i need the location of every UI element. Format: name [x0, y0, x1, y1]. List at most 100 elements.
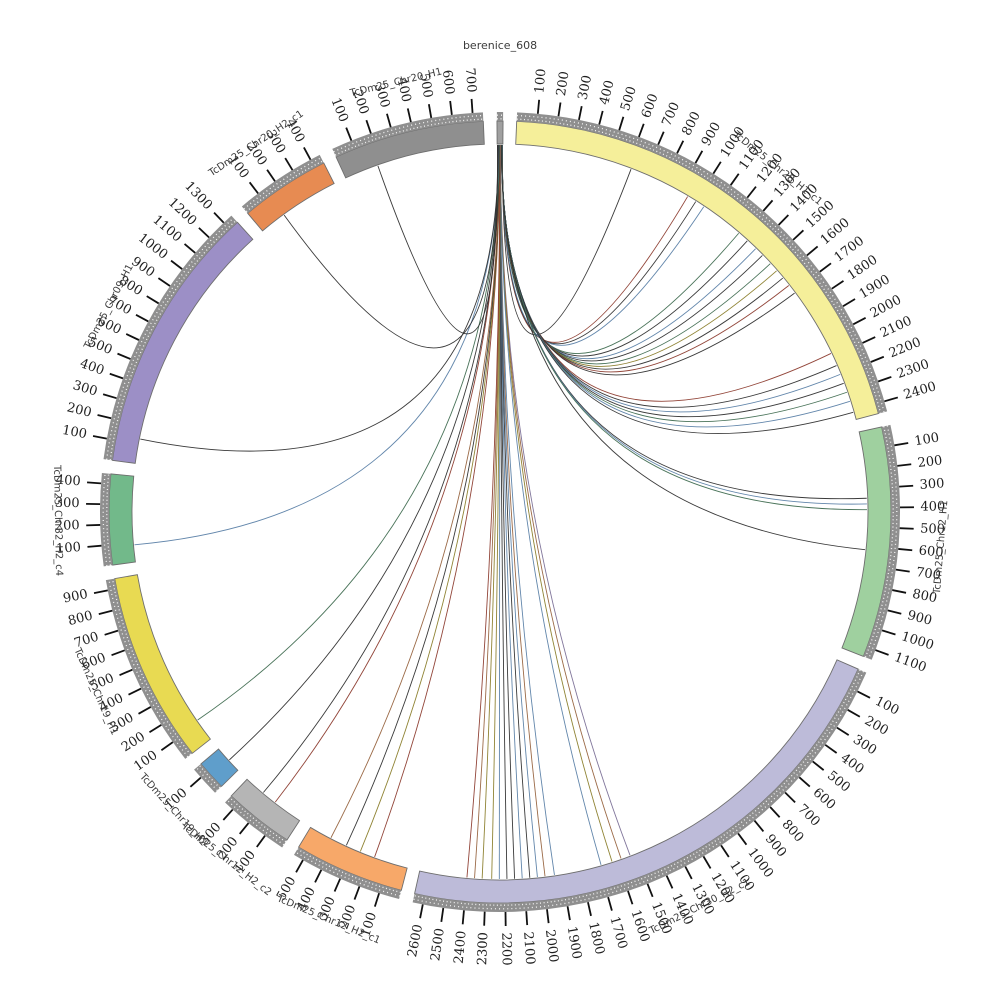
- tick: [702, 855, 712, 869]
- segment-arc: [515, 120, 879, 420]
- tick-band-stipple: [106, 473, 112, 566]
- tick: [266, 169, 276, 182]
- tick: [777, 214, 790, 226]
- tick-label: 500: [920, 522, 945, 538]
- tick: [198, 227, 210, 239]
- tick: [819, 262, 832, 273]
- tick-label: 200: [554, 70, 572, 97]
- tick: [798, 776, 811, 788]
- link: [140, 144, 499, 452]
- tick: [824, 744, 838, 754]
- tick-band-stipple: [516, 118, 882, 414]
- tick-label: 2100: [878, 314, 914, 342]
- tick: [806, 245, 819, 257]
- tick: [256, 835, 266, 848]
- tick: [627, 890, 634, 905]
- tick-label: 400: [597, 79, 618, 107]
- tick: [665, 875, 674, 889]
- tick: [461, 910, 465, 925]
- tick-label: 100: [358, 911, 380, 939]
- tick: [111, 649, 125, 657]
- tick: [138, 706, 152, 715]
- tick-label: 800: [67, 608, 95, 629]
- tick: [189, 776, 202, 788]
- tick-label: 2100: [520, 931, 537, 965]
- tick-label: 900: [699, 120, 724, 149]
- tick-label: 400: [838, 751, 867, 778]
- link: [359, 144, 501, 852]
- tick: [557, 102, 562, 117]
- tick: [598, 110, 604, 125]
- tick: [117, 352, 131, 360]
- segment-tick-band: [332, 112, 484, 158]
- tick-label: 700: [659, 100, 683, 129]
- tick: [607, 896, 613, 911]
- tick: [149, 724, 162, 734]
- tick: [847, 709, 861, 718]
- tick: [146, 295, 160, 305]
- tick-label: 600: [918, 543, 944, 560]
- tick: [881, 629, 896, 636]
- tick: [694, 150, 704, 164]
- tick: [303, 146, 312, 161]
- tick-band-stipple: [229, 797, 287, 843]
- tick: [852, 316, 867, 326]
- tick-label: 200: [119, 729, 148, 755]
- tick: [870, 355, 885, 363]
- tick: [157, 277, 171, 287]
- tick: [737, 832, 748, 846]
- tick: [333, 878, 341, 892]
- tick: [386, 113, 392, 128]
- tick: [135, 313, 149, 323]
- tick: [373, 893, 380, 907]
- tick: [887, 609, 902, 615]
- tick: [546, 909, 550, 924]
- tick: [295, 859, 304, 873]
- tick: [525, 911, 529, 926]
- tick: [284, 157, 294, 171]
- tick: [470, 98, 474, 114]
- tick: [449, 100, 453, 116]
- segment-tick-band: [516, 112, 888, 414]
- segment-tick-band: [863, 424, 901, 660]
- tick-label: 500: [618, 85, 640, 113]
- tick-label: 900: [906, 608, 934, 629]
- segment-arc: [111, 221, 254, 464]
- tick: [657, 131, 665, 145]
- tick: [897, 463, 912, 467]
- segment-arc: [200, 748, 239, 788]
- tick: [812, 760, 825, 771]
- tick: [102, 393, 117, 400]
- tick: [638, 123, 645, 138]
- tick: [104, 629, 119, 636]
- tick: [365, 119, 372, 134]
- tick-label: 300: [850, 732, 879, 758]
- segment-arc: [108, 473, 136, 566]
- tick: [892, 589, 907, 594]
- link: [502, 145, 632, 335]
- tick-label: 700: [72, 630, 100, 652]
- tick: [213, 211, 225, 224]
- segment-arc: [496, 120, 504, 145]
- tick-label: 2600: [405, 923, 426, 958]
- tick-label: 1800: [585, 921, 607, 957]
- tick-label: 400: [920, 499, 945, 514]
- tick: [862, 336, 876, 344]
- tick-band-stipple: [198, 764, 221, 789]
- tick-label: 1000: [899, 629, 935, 653]
- link: [499, 144, 613, 862]
- link: [501, 145, 795, 376]
- tick: [125, 333, 140, 341]
- tick-label: 300: [371, 82, 392, 110]
- segment-tick-band: [241, 154, 324, 214]
- segment-arc: [335, 120, 485, 179]
- tick-label: 600: [439, 69, 457, 95]
- tick-label: 400: [78, 356, 106, 378]
- tick-label: 900: [62, 587, 89, 607]
- tick-label: 200: [862, 713, 891, 738]
- link: [499, 144, 546, 877]
- segment-label: berenice_608: [463, 39, 537, 52]
